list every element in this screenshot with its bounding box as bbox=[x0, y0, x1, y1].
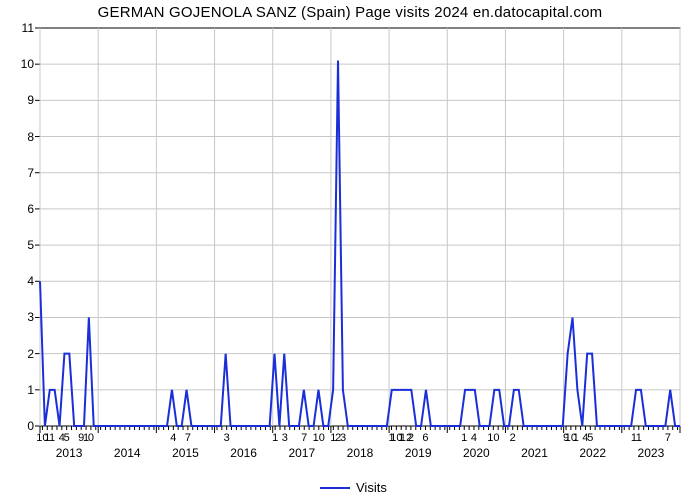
y-tick-label: 5 bbox=[0, 238, 34, 252]
x-minor-label: 3 bbox=[282, 432, 288, 444]
y-tick-label: 11 bbox=[0, 21, 34, 35]
line-chart bbox=[0, 0, 700, 500]
y-tick-label: 2 bbox=[0, 347, 34, 361]
x-year-label: 2022 bbox=[579, 446, 606, 460]
y-tick-label: 4 bbox=[0, 274, 34, 288]
x-minor-label: 7 bbox=[301, 432, 307, 444]
x-minor-label: 1 bbox=[573, 432, 579, 444]
y-tick-label: 8 bbox=[0, 130, 34, 144]
x-minor-label: 10 bbox=[313, 432, 325, 444]
y-tick-label: 6 bbox=[0, 202, 34, 216]
y-tick-label: 3 bbox=[0, 310, 34, 324]
x-minor-label: 1 bbox=[49, 432, 55, 444]
x-minor-label: 2 bbox=[408, 432, 414, 444]
x-year-label: 2018 bbox=[347, 446, 374, 460]
x-year-label: 2017 bbox=[288, 446, 315, 460]
x-year-label: 2015 bbox=[172, 446, 199, 460]
x-year-label: 2020 bbox=[463, 446, 490, 460]
x-minor-label: 5 bbox=[587, 432, 593, 444]
legend-swatch bbox=[320, 487, 350, 489]
legend: Visits bbox=[320, 480, 387, 495]
x-minor-label: 5 bbox=[64, 432, 70, 444]
x-minor-label: 2 bbox=[510, 432, 516, 444]
x-year-label: 2013 bbox=[56, 446, 83, 460]
x-minor-label: 7 bbox=[185, 432, 191, 444]
x-year-label: 2021 bbox=[521, 446, 548, 460]
x-minor-label: 6 bbox=[422, 432, 428, 444]
x-year-label: 2023 bbox=[638, 446, 665, 460]
x-minor-label: 3 bbox=[340, 432, 346, 444]
x-minor-label: 7 bbox=[665, 432, 671, 444]
y-tick-label: 7 bbox=[0, 166, 34, 180]
x-minor-label: 0 bbox=[88, 432, 94, 444]
x-minor-label: 1 bbox=[636, 432, 642, 444]
legend-label: Visits bbox=[356, 480, 387, 495]
y-tick-label: 10 bbox=[0, 57, 34, 71]
x-minor-label: 4 bbox=[471, 432, 477, 444]
y-tick-label: 1 bbox=[0, 383, 34, 397]
x-minor-label: 1 bbox=[272, 432, 278, 444]
x-minor-label: 3 bbox=[224, 432, 230, 444]
x-minor-label: 10 bbox=[487, 432, 499, 444]
x-year-label: 2019 bbox=[405, 446, 432, 460]
x-minor-label: 4 bbox=[170, 432, 176, 444]
y-tick-label: 0 bbox=[0, 419, 34, 433]
x-minor-label: 1 bbox=[461, 432, 467, 444]
x-year-label: 2014 bbox=[114, 446, 141, 460]
x-year-label: 2016 bbox=[230, 446, 257, 460]
y-tick-label: 9 bbox=[0, 93, 34, 107]
